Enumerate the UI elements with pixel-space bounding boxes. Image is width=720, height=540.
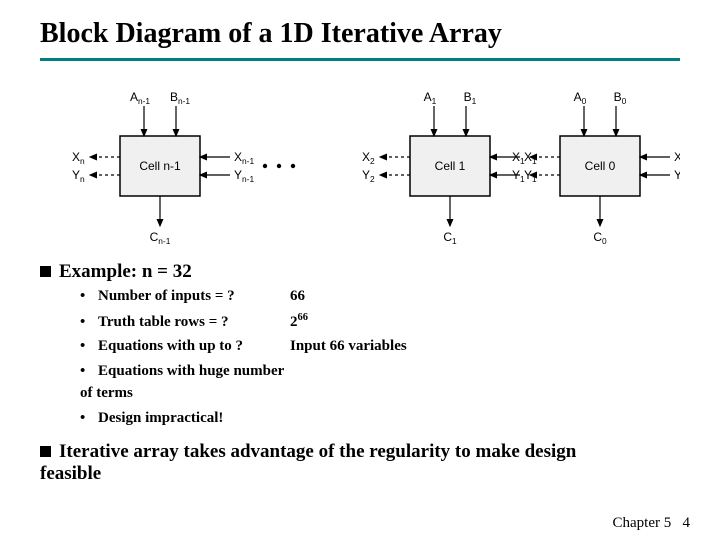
svg-text:Xn-1: Xn-1 (234, 150, 254, 166)
svg-text:Y1: Y1 (524, 168, 537, 184)
example-list: Number of inputs = ?66Truth table rows =… (40, 285, 680, 429)
list-item: Equations with up to ?Input 66 variables (80, 335, 680, 358)
title-rule (40, 58, 680, 61)
svg-text:Y2: Y2 (362, 168, 375, 184)
list-item: Number of inputs = ?66 (80, 285, 680, 308)
page-title: Block Diagram of a 1D Iterative Array (0, 0, 720, 58)
bullet-square-icon (40, 266, 51, 277)
svg-text:Xn: Xn (72, 150, 85, 166)
page-footer: Chapter 5 4 (613, 515, 690, 532)
bullet-square-icon (40, 446, 51, 457)
svg-text:Cell 0: Cell 0 (585, 159, 616, 173)
svg-text:X0: X0 (674, 150, 680, 166)
list-item: Design impractical! (80, 407, 680, 430)
svg-text:X1: X1 (524, 150, 537, 166)
list-item: Equations with huge number of terms (80, 360, 680, 405)
svg-text:Cell 1: Cell 1 (435, 159, 466, 173)
svg-text:Y0: Y0 (674, 168, 680, 184)
svg-text:C0: C0 (593, 230, 607, 246)
block-diagram: Cell n-1 An-1 Bn-1 Cn-1 Xn Yn Xn-1 Yn-1 Cell 1 A1… (40, 81, 680, 261)
svg-text:Yn: Yn (72, 168, 85, 184)
svg-text:C1: C1 (443, 230, 457, 246)
svg-text:Yn-1: Yn-1 (234, 168, 254, 184)
svg-text:Bn-1: Bn-1 (170, 90, 190, 106)
example-heading: Example: n = 32 (40, 261, 680, 283)
svg-text:X2: X2 (362, 150, 375, 166)
svg-text:B1: B1 (464, 90, 477, 106)
svg-text:Cell n-1: Cell n-1 (139, 159, 181, 173)
svg-text:A0: A0 (574, 90, 587, 106)
svg-text:Cn-1: Cn-1 (150, 230, 171, 246)
list-item: Truth table rows = ?266 (80, 310, 680, 334)
svg-text:B0: B0 (614, 90, 627, 106)
svg-text:An-1: An-1 (130, 90, 150, 106)
conclusion: Iterative array takes advantage of the r… (40, 441, 680, 485)
svg-text:A1: A1 (424, 90, 437, 106)
